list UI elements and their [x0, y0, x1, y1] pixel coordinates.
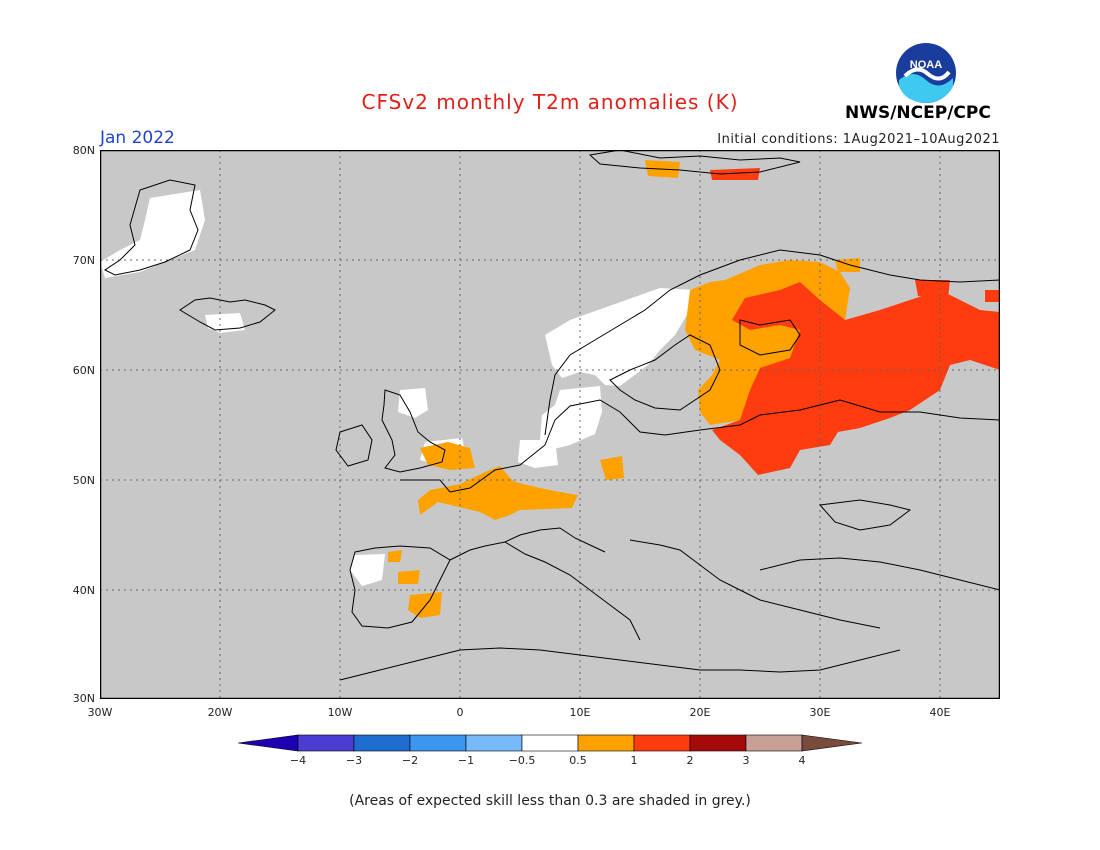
map-frame [100, 150, 1000, 699]
lon-label: 30E [809, 706, 831, 719]
lon-label: 30W [87, 706, 113, 719]
colorbar-label: −3 [345, 754, 363, 767]
colorbar-label: 1 [630, 754, 638, 767]
lon-label: 20W [207, 706, 233, 719]
lat-label: 50N [72, 474, 95, 487]
colorbar-right-arrow [801, 734, 862, 752]
colorbar-label: 3 [742, 754, 750, 767]
anomaly-map [100, 150, 1000, 699]
lat-label: 60N [72, 364, 95, 377]
lat-label: 30N [72, 692, 95, 705]
colorbar-label: 0.5 [569, 754, 587, 767]
colorbar-left-arrow [238, 734, 299, 752]
initial-conditions: Initial conditions: 1Aug2021–10Aug2021 [717, 132, 1000, 147]
lon-label: 0 [456, 706, 464, 719]
colorbar-label: −2 [401, 754, 419, 767]
lat-label: 40N [72, 584, 95, 597]
colorbar-label: 4 [798, 754, 806, 767]
lon-label: 20E [689, 706, 711, 719]
map-gridlines [100, 150, 1000, 699]
noaa-logo-icon: NOAA [896, 43, 956, 103]
lon-label: 10W [327, 706, 353, 719]
coastlines [104, 150, 1000, 681]
map-title: CFSv2 monthly T2m anomalies (K) [361, 90, 739, 114]
lon-label: 10E [569, 706, 591, 719]
lon-label: 40E [929, 706, 951, 719]
colorbar-label: −0.5 [508, 754, 536, 767]
noaa-logo-text: NOAA [910, 59, 942, 71]
colorbar-label: −4 [289, 754, 307, 767]
strong-warm-anomaly-regions [710, 168, 1000, 475]
lat-label: 80N [72, 144, 95, 157]
forecast-month: Jan 2022 [100, 128, 175, 148]
colorbar-label: −1 [457, 754, 475, 767]
agency-label: NWS/NCEP/CPC [845, 103, 991, 123]
colorbar [238, 734, 862, 752]
lat-label: 70N [72, 254, 95, 267]
skill-footnote: (Areas of expected skill less than 0.3 a… [349, 793, 751, 809]
colorbar-label: 2 [686, 754, 694, 767]
